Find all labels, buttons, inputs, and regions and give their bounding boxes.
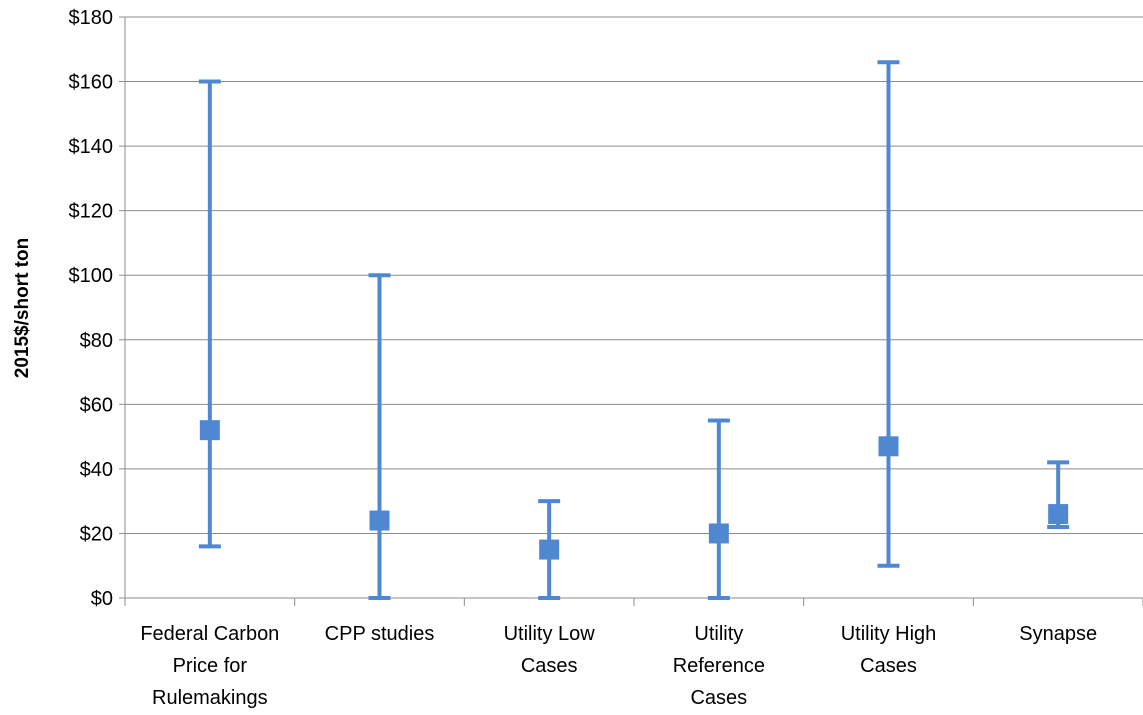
category-label: Synapse [1019, 623, 1097, 645]
category-label-line: Utility High [841, 623, 937, 645]
y-tick-label: $40 [80, 459, 113, 481]
y-tick-label: $140 [69, 136, 114, 158]
mid-marker [878, 436, 899, 457]
y-tick-label: $80 [80, 330, 113, 352]
y-tick-label: $120 [69, 201, 114, 223]
gridlines [125, 16, 1143, 534]
mid-marker [1048, 504, 1069, 525]
y-tick-label: $20 [80, 523, 113, 545]
range-mark [368, 273, 391, 600]
range-mark [1047, 460, 1070, 529]
category-label-line: CPP studies [325, 623, 435, 645]
category-label-line: Synapse [1019, 623, 1097, 645]
mid-marker [539, 539, 560, 560]
y-tick-label: $160 [69, 72, 114, 94]
category-label: Utility High Cases [841, 623, 937, 677]
y-tick-label: $180 [69, 7, 114, 29]
category-label-line: Utility Low [504, 623, 596, 645]
category-label-line: Utility [694, 623, 743, 645]
y-tick-label: $0 [91, 588, 113, 610]
category-label-line: Cases [860, 655, 917, 677]
category-label: Utility Reference Cases [673, 623, 765, 709]
series-marks [198, 60, 1070, 600]
mid-marker [708, 523, 729, 544]
range-mark [538, 499, 561, 600]
y-tick-label: $100 [69, 265, 114, 287]
category-label: Federal Carbon Price for Rulemakings [140, 623, 279, 709]
category-label-line: Federal Carbon [140, 623, 279, 645]
category-label-line: Cases [521, 655, 578, 677]
category-label-line: Cases [690, 687, 747, 709]
labels: $0 $20 $40 $60 $80 $100 $120 $140 $160 $180 Federa… [69, 7, 1098, 709]
range-mark [707, 418, 730, 600]
y-tick-label: $60 [80, 394, 113, 416]
range-mark [198, 79, 221, 549]
category-label-line: Rulemakings [152, 687, 268, 709]
mid-marker [199, 420, 220, 441]
mid-marker [369, 510, 390, 531]
y-axis-title: 2015$/short ton [12, 238, 33, 378]
range-mark [877, 60, 900, 568]
axes [119, 16, 1143, 606]
category-label-line: Reference [673, 655, 765, 677]
category-label-line: Price for [173, 655, 248, 677]
category-label: CPP studies [325, 623, 435, 645]
category-label: Utility Low Cases [504, 623, 596, 677]
